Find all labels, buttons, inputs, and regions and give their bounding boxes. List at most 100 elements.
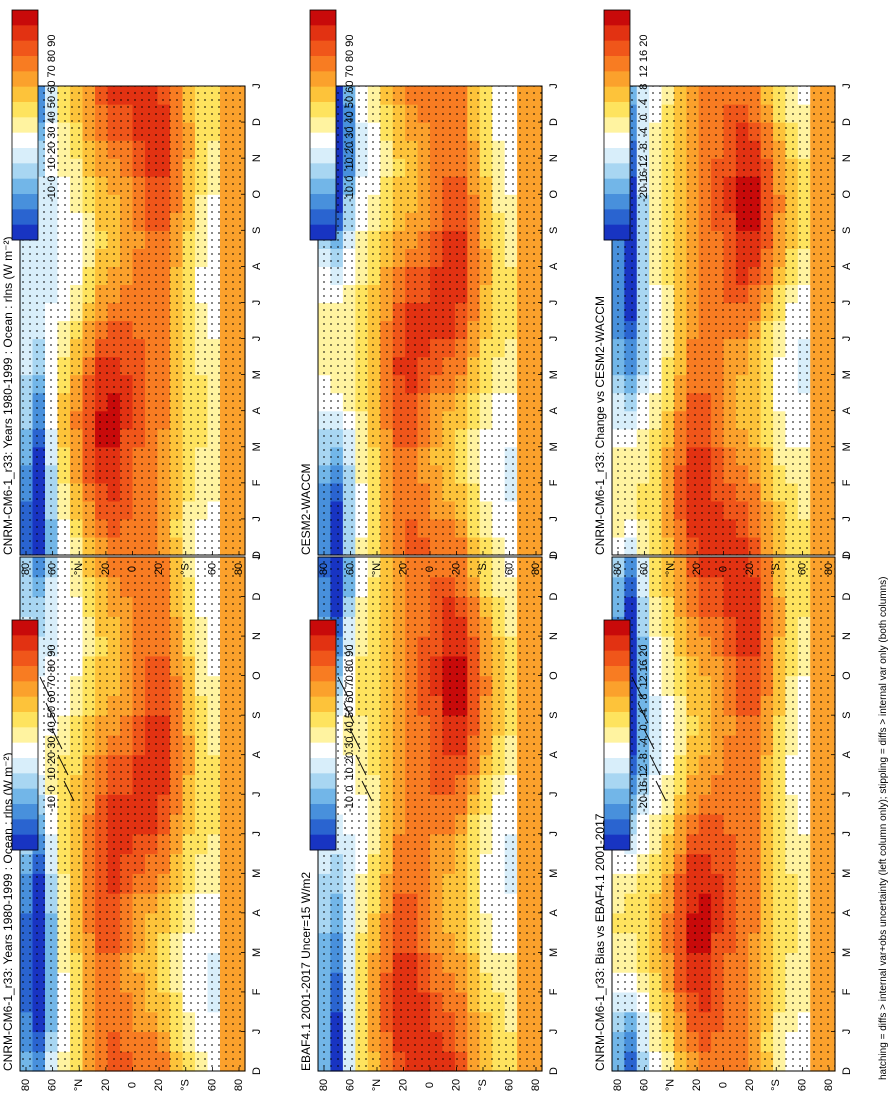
colorbar-label: -20	[638, 796, 650, 812]
colorbar-swatch	[310, 209, 336, 226]
stippling	[318, 557, 542, 1071]
colorbar-frame	[11, 9, 39, 241]
month-tick-label: J	[841, 1029, 853, 1035]
colorbar-swatch	[310, 86, 336, 103]
colorbar-label: 90	[46, 645, 58, 657]
colorbar-label: 0	[344, 786, 356, 792]
colorbar-label: 40	[46, 111, 58, 123]
panel-title: CNRM-CM6-1_r33: Years 1980-1999 : Ocean …	[1, 237, 15, 555]
month-tick-label: N	[251, 154, 263, 162]
month-tick-label: A	[841, 262, 853, 270]
colorbar-label: 90	[46, 35, 58, 47]
colorbar-swatch	[310, 727, 336, 744]
colorbar-swatch	[604, 117, 630, 134]
colorbar-swatch	[12, 834, 38, 851]
lat-tick-label: 80	[20, 563, 32, 575]
month-tick-label: M	[841, 442, 853, 451]
month-tick-label: J	[251, 336, 263, 342]
colorbar-label: 20	[638, 645, 650, 657]
month-tick-label: M	[251, 869, 263, 878]
lat-tick-label: 80	[318, 563, 330, 575]
lat-tick-label: 20	[744, 1079, 756, 1091]
month-tick-label: M	[251, 370, 263, 379]
colorbar-swatch	[310, 40, 336, 57]
panel-title: CESM2-WACCM	[299, 463, 313, 555]
colorbar-swatch	[604, 209, 630, 226]
colorbar-swatch	[604, 71, 630, 88]
month-tick-label: A	[841, 406, 853, 414]
colorbar-label: 30	[344, 737, 356, 749]
colorbar-swatch	[604, 696, 630, 713]
colorbar-label: 50	[344, 706, 356, 718]
hatch-mark	[45, 702, 57, 724]
colorbar-swatch	[604, 194, 630, 210]
month-tick-label: F	[548, 988, 560, 995]
colorbar-swatch	[12, 788, 38, 805]
month-tick-label: D	[841, 551, 853, 559]
lat-tick-label: 0	[717, 566, 729, 572]
month-tick-label: J	[548, 83, 560, 89]
colorbar-label: 20	[344, 752, 356, 764]
colorbar-swatch	[12, 132, 38, 149]
colorbar-swatch	[310, 650, 336, 667]
month-tick-label: A	[548, 262, 560, 270]
colorbar-swatch	[604, 178, 630, 195]
hatch-mark	[57, 754, 69, 776]
panel-title: EBAF4.1 2001-2017 Uncer=15 W/m2	[299, 872, 313, 1071]
month-tick-label: D	[548, 593, 560, 601]
colorbar-label: 20	[344, 142, 356, 154]
month-tick-label: J	[251, 83, 263, 89]
colorbar-swatch	[12, 635, 38, 652]
colorbar-frame	[603, 9, 631, 241]
colorbar-swatch	[12, 40, 38, 57]
month-tick-label: A	[251, 909, 263, 917]
month-tick-label: A	[251, 750, 263, 758]
colorbar-label: 12	[638, 675, 650, 687]
month-tick-label: N	[548, 632, 560, 640]
lat-tick-label: 20	[397, 563, 409, 575]
month-tick-label: J	[841, 554, 853, 560]
lat-tick-label: 20	[691, 563, 703, 575]
lat-tick-label: 60	[344, 1079, 356, 1091]
colorbar-swatch	[604, 86, 630, 103]
panel-left-top: 80 60 °N 20 0 20 °S 60 80DJFMAMJJASONDJCNRM-CM6-…	[1, 554, 263, 1091]
colorbar-label: -10	[344, 796, 356, 812]
hatch-mark	[361, 780, 373, 802]
colorbar-swatch	[310, 56, 336, 72]
hatch-mark	[63, 780, 75, 802]
colorbar-swatch	[604, 635, 630, 652]
month-tick-label: D	[251, 593, 263, 601]
month-tick-label: J	[251, 300, 263, 306]
hatch-mark	[637, 702, 649, 724]
lat-tick-label: 20	[100, 1079, 112, 1091]
colorbar-label: 50	[46, 96, 58, 108]
colorbar-label: 8	[638, 84, 650, 90]
lat-tick-label: 20	[691, 1079, 703, 1091]
lat-tick-label: 0	[424, 566, 436, 572]
panel-left-bottom: 80 60 °N 20 0 20 °S 60 80DJFMAMJJASONDJCNRM-CM6-…	[593, 554, 853, 1091]
colorbar-frame	[309, 619, 337, 851]
lat-tick-label: 60	[797, 1079, 809, 1091]
colorbar-label: -16	[638, 781, 650, 797]
lat-tick-label: 80	[612, 563, 624, 575]
month-tick-label: A	[841, 750, 853, 758]
colorbar-label: 8	[638, 694, 650, 700]
month-tick-label: J	[251, 831, 263, 837]
month-tick-label: M	[841, 869, 853, 878]
colorbar-swatch	[604, 163, 630, 180]
month-tick-label: S	[841, 227, 853, 234]
month-tick-label: F	[251, 479, 263, 486]
colorbar-swatch	[604, 102, 630, 118]
colorbar-swatch	[310, 804, 336, 820]
lat-tick-label: °N	[73, 563, 85, 575]
colorbar-label: 70	[46, 65, 58, 77]
colorbar-swatch	[604, 681, 630, 698]
colorbar-label: -8	[638, 143, 650, 153]
colorbar-swatch	[12, 681, 38, 698]
lat-tick-label: 80	[612, 1079, 624, 1091]
colorbar-label: 60	[344, 81, 356, 93]
colorbar-swatch	[12, 178, 38, 195]
colorbar-swatch	[310, 25, 336, 42]
lat-tick-label: 80	[823, 563, 835, 575]
hatch-mark	[39, 676, 51, 698]
